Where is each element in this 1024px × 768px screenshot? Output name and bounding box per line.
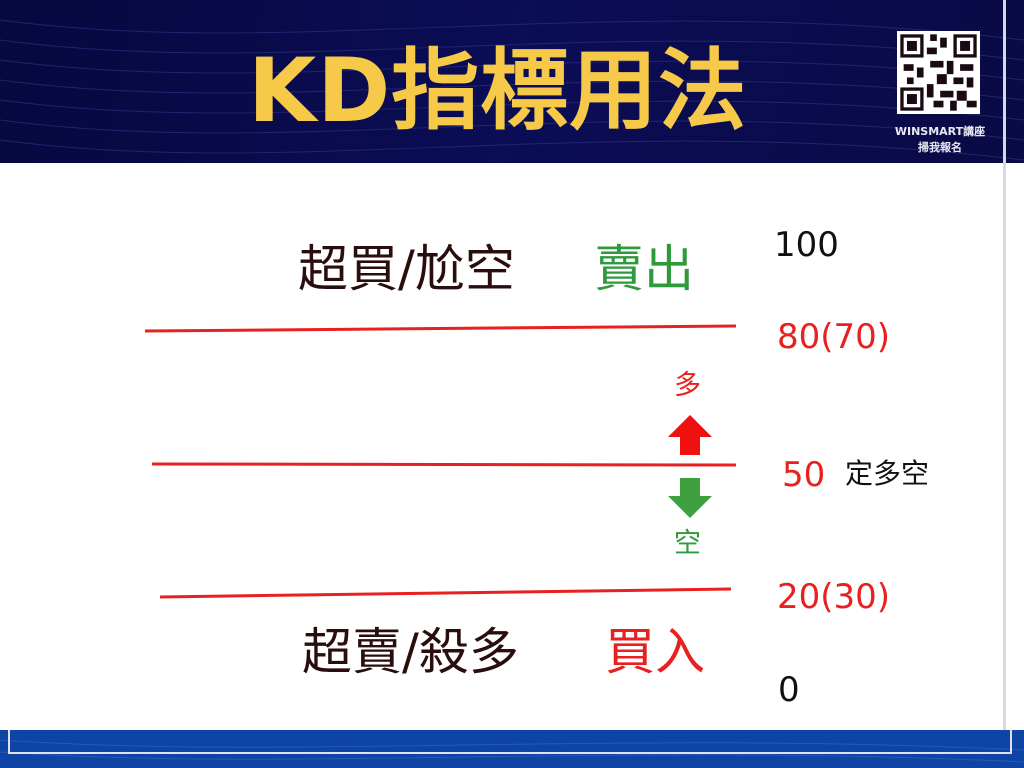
overbought-label: 超買/尬空: [298, 240, 515, 298]
qr-caption: WINSMART講座 掃我報名: [878, 124, 1002, 156]
up-label: 多: [674, 370, 701, 401]
footer-frame: [8, 730, 1012, 754]
arrow-down-icon: [668, 478, 712, 518]
qr-caption-line2: 掃我報名: [918, 141, 962, 154]
wave-pattern: [0, 19, 1024, 161]
oversold-label: 超賣/殺多: [302, 623, 519, 681]
level-50-note: 定多空: [845, 457, 930, 490]
footer-wave-pattern: [0, 739, 1024, 763]
buy-label: 買入: [605, 623, 705, 681]
line-20: [159, 587, 732, 599]
arrow-up-icon: [668, 415, 712, 455]
level-80: 80(70): [777, 317, 891, 357]
line-50: [151, 462, 737, 467]
level-50: 50: [782, 455, 826, 495]
down-label: 空: [674, 528, 701, 559]
level-20: 20(30): [777, 577, 891, 617]
level-100: 100: [774, 225, 839, 265]
footer-band: [0, 730, 1024, 768]
level-0: 0: [778, 670, 800, 710]
qr-code-icon: [897, 31, 980, 114]
line-80: [144, 324, 737, 333]
slide-border: [1003, 0, 1006, 745]
sell-label: 賣出: [594, 240, 694, 298]
qr-caption-line1: WINSMART講座: [894, 125, 986, 138]
page-title: KD指標用法: [248, 39, 748, 142]
header-banner: KD指標用法 WINSMART講座 掃我報名: [0, 0, 1024, 163]
